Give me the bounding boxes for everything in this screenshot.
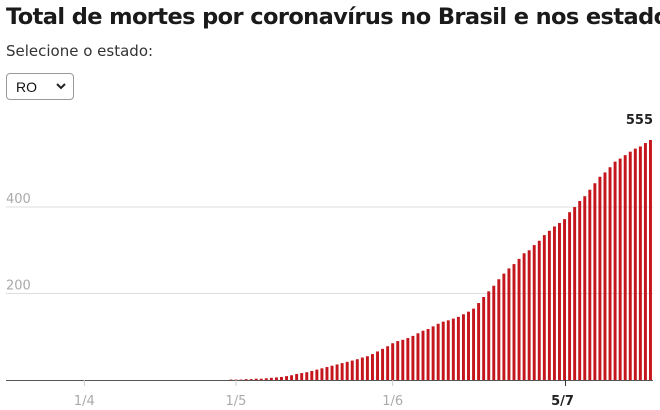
bar xyxy=(618,158,622,380)
bar xyxy=(391,343,395,380)
bar xyxy=(401,339,405,380)
bar xyxy=(416,333,420,380)
bar xyxy=(254,378,258,380)
bar xyxy=(441,321,445,380)
bar xyxy=(598,176,602,380)
bar xyxy=(638,146,642,380)
bar xyxy=(522,253,526,380)
bar xyxy=(552,226,556,380)
bar xyxy=(396,341,400,380)
y-tick-label: 200 xyxy=(6,279,31,294)
bar xyxy=(259,378,263,380)
bar xyxy=(563,219,567,380)
last-value-label: 555 xyxy=(626,113,653,128)
bar xyxy=(497,279,501,380)
bar xyxy=(477,303,481,380)
x-tick-label: 5/7 xyxy=(551,394,574,409)
bar xyxy=(583,196,587,380)
bar xyxy=(431,326,435,380)
bar xyxy=(461,314,465,380)
bar xyxy=(512,264,516,380)
bar xyxy=(517,258,521,380)
bar xyxy=(274,377,278,380)
bar xyxy=(487,291,491,380)
bar xyxy=(633,148,637,380)
bar xyxy=(315,369,319,380)
bar xyxy=(421,330,425,380)
bar xyxy=(547,230,551,380)
bar xyxy=(467,311,470,380)
bar xyxy=(345,361,349,380)
bar xyxy=(386,346,390,380)
bar xyxy=(295,373,299,380)
bar xyxy=(537,240,541,380)
state-select-label: Selecione o estado: xyxy=(6,42,154,60)
bar xyxy=(446,320,450,380)
bar xyxy=(370,354,374,380)
bar xyxy=(573,207,577,380)
bar xyxy=(426,328,430,380)
bar xyxy=(269,377,273,380)
bar xyxy=(285,376,289,380)
bar xyxy=(330,365,334,380)
bar xyxy=(451,318,455,380)
bar xyxy=(502,273,506,380)
bar xyxy=(507,268,511,380)
bar xyxy=(280,376,283,380)
state-select-value: RO xyxy=(16,79,37,95)
bar xyxy=(436,323,440,380)
bar xyxy=(558,223,561,380)
bar xyxy=(613,161,617,380)
bar xyxy=(472,308,476,380)
bar xyxy=(381,348,385,380)
bar xyxy=(325,367,329,380)
x-tick-label: 1/4 xyxy=(74,394,95,409)
state-select[interactable]: RO xyxy=(6,73,74,100)
bar xyxy=(406,338,410,380)
bar xyxy=(628,151,632,380)
bar xyxy=(542,235,546,380)
bar xyxy=(310,370,314,380)
bar xyxy=(578,200,582,380)
bar xyxy=(623,155,627,380)
bar xyxy=(305,372,309,380)
bar xyxy=(335,364,339,380)
bar xyxy=(568,212,572,380)
bar xyxy=(264,378,268,380)
bar xyxy=(643,143,647,380)
x-tick-label: 1/5 xyxy=(226,394,247,409)
bar xyxy=(350,360,354,380)
bar xyxy=(456,316,460,380)
bar xyxy=(411,335,415,380)
page-title: Total de mortes por coronavírus no Brasi… xyxy=(6,4,660,30)
chevron-down-icon xyxy=(55,79,67,96)
bar xyxy=(376,351,379,380)
bar xyxy=(320,368,324,380)
bar xyxy=(244,379,248,380)
bar xyxy=(355,359,359,380)
bar xyxy=(360,357,364,380)
bar xyxy=(588,189,592,380)
bar xyxy=(492,285,496,380)
bar xyxy=(527,250,531,380)
bar xyxy=(249,379,253,380)
bar xyxy=(603,172,607,380)
y-tick-label: 400 xyxy=(6,192,31,207)
bar xyxy=(593,183,597,380)
bar xyxy=(340,363,344,380)
bar xyxy=(608,167,612,380)
bar xyxy=(365,356,369,380)
bar xyxy=(532,245,536,380)
bar xyxy=(300,373,304,380)
bar xyxy=(290,375,294,380)
bar xyxy=(649,140,652,380)
x-tick-label: 1/6 xyxy=(382,394,403,409)
bar xyxy=(482,296,486,380)
